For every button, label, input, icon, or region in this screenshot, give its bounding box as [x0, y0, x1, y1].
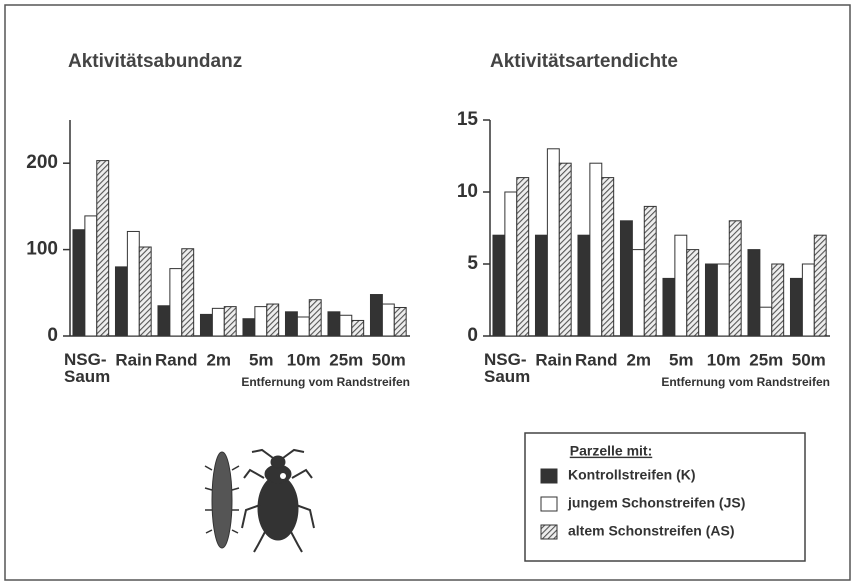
bar [309, 300, 321, 336]
x-tick-label: 25m [749, 350, 783, 369]
bar [760, 307, 772, 336]
bar [127, 231, 139, 336]
x-tick-label: 5m [669, 350, 694, 369]
x-tick-label: NSG-Saum [64, 350, 110, 386]
bar [170, 269, 182, 336]
insect-illustration [205, 450, 314, 552]
bar [370, 295, 382, 336]
x-tick-label: NSG-Saum [484, 350, 530, 386]
bar [85, 216, 97, 336]
x-tick-label: 50m [792, 350, 826, 369]
bar [602, 178, 614, 336]
legend-swatch [541, 497, 557, 511]
bar [802, 264, 814, 336]
x-axis-label: Entfernung vom Randstreifen [241, 375, 410, 389]
x-tick-label: 2m [626, 350, 651, 369]
legend-label: Kontrollstreifen (K) [568, 467, 696, 483]
legend-swatch [541, 469, 557, 483]
bar [224, 307, 236, 336]
bar [535, 235, 547, 336]
bar [644, 206, 656, 336]
chart-title: Aktivitätsabundanz [68, 51, 242, 72]
legend-label: jungem Schonstreifen (JS) [567, 495, 745, 511]
bar [517, 178, 529, 336]
bar [493, 235, 505, 336]
bar [675, 235, 687, 336]
x-tick-label: Rain [115, 350, 152, 369]
bar [748, 250, 760, 336]
bar [255, 307, 267, 336]
bar [578, 235, 590, 336]
bar [297, 317, 309, 336]
bar [620, 221, 632, 336]
bar [790, 278, 802, 336]
bar [632, 250, 644, 336]
bar [139, 247, 151, 336]
bar [158, 306, 170, 336]
bar [394, 307, 406, 336]
y-tick-label: 15 [457, 109, 479, 130]
legend-swatch [541, 525, 557, 539]
legend-title: Parzelle mit: [570, 443, 652, 459]
x-tick-label: 25m [329, 350, 363, 369]
y-tick-label: 5 [467, 253, 478, 274]
bar [729, 221, 741, 336]
bar [814, 235, 826, 336]
bar [705, 264, 717, 336]
x-tick-label: 2m [206, 350, 231, 369]
bar [772, 264, 784, 336]
bar [328, 312, 340, 336]
bar [663, 278, 675, 336]
legend-label: altem Schonstreifen (AS) [568, 523, 734, 539]
x-tick-label: Rand [155, 350, 198, 369]
bar [97, 161, 109, 336]
bar [547, 149, 559, 336]
bar [505, 192, 517, 336]
figure: Parzelle mit: Aktivitätsabundanz0100200N… [0, 0, 855, 585]
y-tick-label: 0 [47, 325, 58, 346]
x-axis-label: Entfernung vom Randstreifen [661, 375, 830, 389]
bar [717, 264, 729, 336]
chart-title: Aktivitätsartendichte [490, 51, 678, 72]
bar [115, 267, 127, 336]
x-tick-label: 5m [249, 350, 274, 369]
bar [590, 163, 602, 336]
bar [243, 319, 255, 336]
x-tick-label: 10m [707, 350, 741, 369]
bar [285, 312, 297, 336]
y-tick-label: 100 [26, 239, 58, 260]
bar [352, 320, 364, 336]
x-tick-label: 50m [372, 350, 406, 369]
bar [559, 163, 571, 336]
y-tick-label: 200 [26, 152, 58, 173]
bar [73, 230, 85, 336]
bar [182, 249, 194, 336]
bar [267, 304, 279, 336]
bar [212, 308, 224, 336]
bar [200, 314, 212, 336]
y-tick-label: 0 [467, 325, 478, 346]
bar [382, 304, 394, 336]
bar [340, 315, 352, 336]
x-tick-label: Rand [575, 350, 618, 369]
x-tick-label: Rain [535, 350, 572, 369]
y-tick-label: 10 [457, 181, 478, 202]
bar [687, 250, 699, 336]
x-tick-label: 10m [287, 350, 321, 369]
